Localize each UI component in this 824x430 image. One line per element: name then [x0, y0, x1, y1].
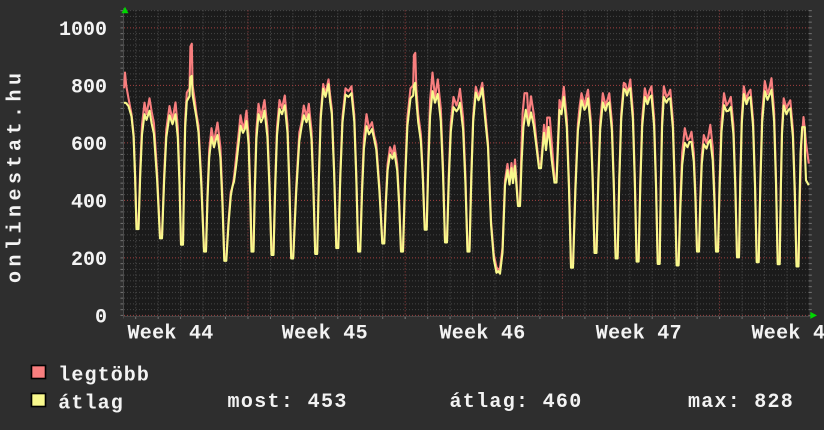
svg-text:most: 453: most: 453 [228, 391, 348, 414]
svg-text:Week 44: Week 44 [128, 323, 214, 346]
svg-text:400: 400 [71, 191, 107, 214]
svg-text:átlag: 460: átlag: 460 [450, 391, 583, 414]
svg-text:1000: 1000 [59, 19, 107, 42]
svg-text:Week 46: Week 46 [440, 323, 526, 346]
svg-text:800: 800 [71, 76, 107, 99]
svg-text:Week 45: Week 45 [282, 323, 368, 346]
svg-text:max: 828: max: 828 [688, 391, 794, 414]
svg-text:Week 47: Week 47 [596, 323, 682, 346]
svg-text:átlag: átlag [58, 393, 124, 416]
svg-text:0: 0 [95, 306, 107, 329]
svg-text:legtöbb: legtöbb [58, 365, 150, 388]
svg-text:200: 200 [71, 249, 107, 272]
svg-text:600: 600 [71, 134, 107, 157]
svg-text:Week 48: Week 48 [752, 323, 824, 346]
svg-text:onlinestat.hu: onlinestat.hu [5, 68, 28, 283]
